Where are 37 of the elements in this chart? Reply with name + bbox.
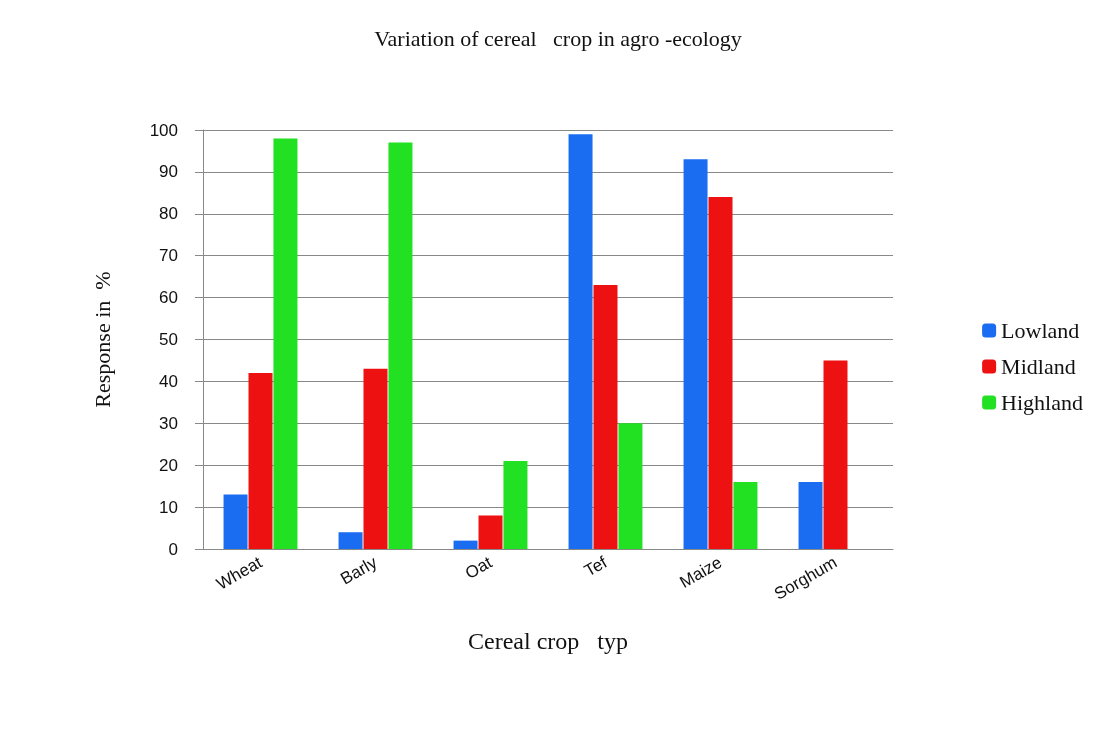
chart-title: Variation of cereal crop in agro -ecology bbox=[374, 25, 742, 51]
y-axis-title: Response in % bbox=[89, 271, 115, 408]
bar bbox=[248, 373, 273, 549]
bar bbox=[503, 461, 528, 549]
bar bbox=[388, 142, 413, 549]
bar bbox=[568, 134, 593, 549]
bar bbox=[733, 481, 758, 549]
bar bbox=[453, 540, 478, 549]
legend-label: Highland bbox=[1001, 390, 1084, 415]
y-tick-label: 80 bbox=[159, 204, 178, 224]
y-tick-label: 60 bbox=[159, 288, 178, 308]
bar bbox=[338, 532, 363, 549]
y-tick-label: 40 bbox=[159, 371, 178, 391]
legend-label: Midland bbox=[1001, 354, 1076, 379]
x-tick-label: Tef bbox=[581, 552, 611, 581]
bar bbox=[798, 481, 823, 549]
x-tick-label: Barly bbox=[337, 552, 381, 589]
y-tick-label: 100 bbox=[149, 120, 178, 140]
bar bbox=[223, 494, 248, 549]
x-tick-label: Oat bbox=[462, 552, 496, 583]
bar bbox=[708, 197, 733, 549]
y-tick-label: 20 bbox=[159, 455, 178, 475]
bar bbox=[823, 360, 848, 549]
y-tick-label: 10 bbox=[159, 497, 178, 517]
bar bbox=[593, 285, 618, 549]
bar bbox=[618, 423, 643, 549]
bar bbox=[683, 159, 708, 549]
y-tick-label: 90 bbox=[159, 162, 178, 182]
y-tick-label: 70 bbox=[159, 246, 178, 266]
bar bbox=[478, 515, 503, 549]
legend-label: Lowland bbox=[1001, 318, 1080, 343]
y-tick-label: 50 bbox=[159, 330, 178, 349]
bar bbox=[273, 138, 298, 549]
y-tick-label: 0 bbox=[168, 539, 178, 559]
y-tick-label: 30 bbox=[159, 413, 178, 433]
x-axis-title: Cereal crop typ bbox=[468, 628, 628, 654]
bar bbox=[363, 368, 388, 549]
